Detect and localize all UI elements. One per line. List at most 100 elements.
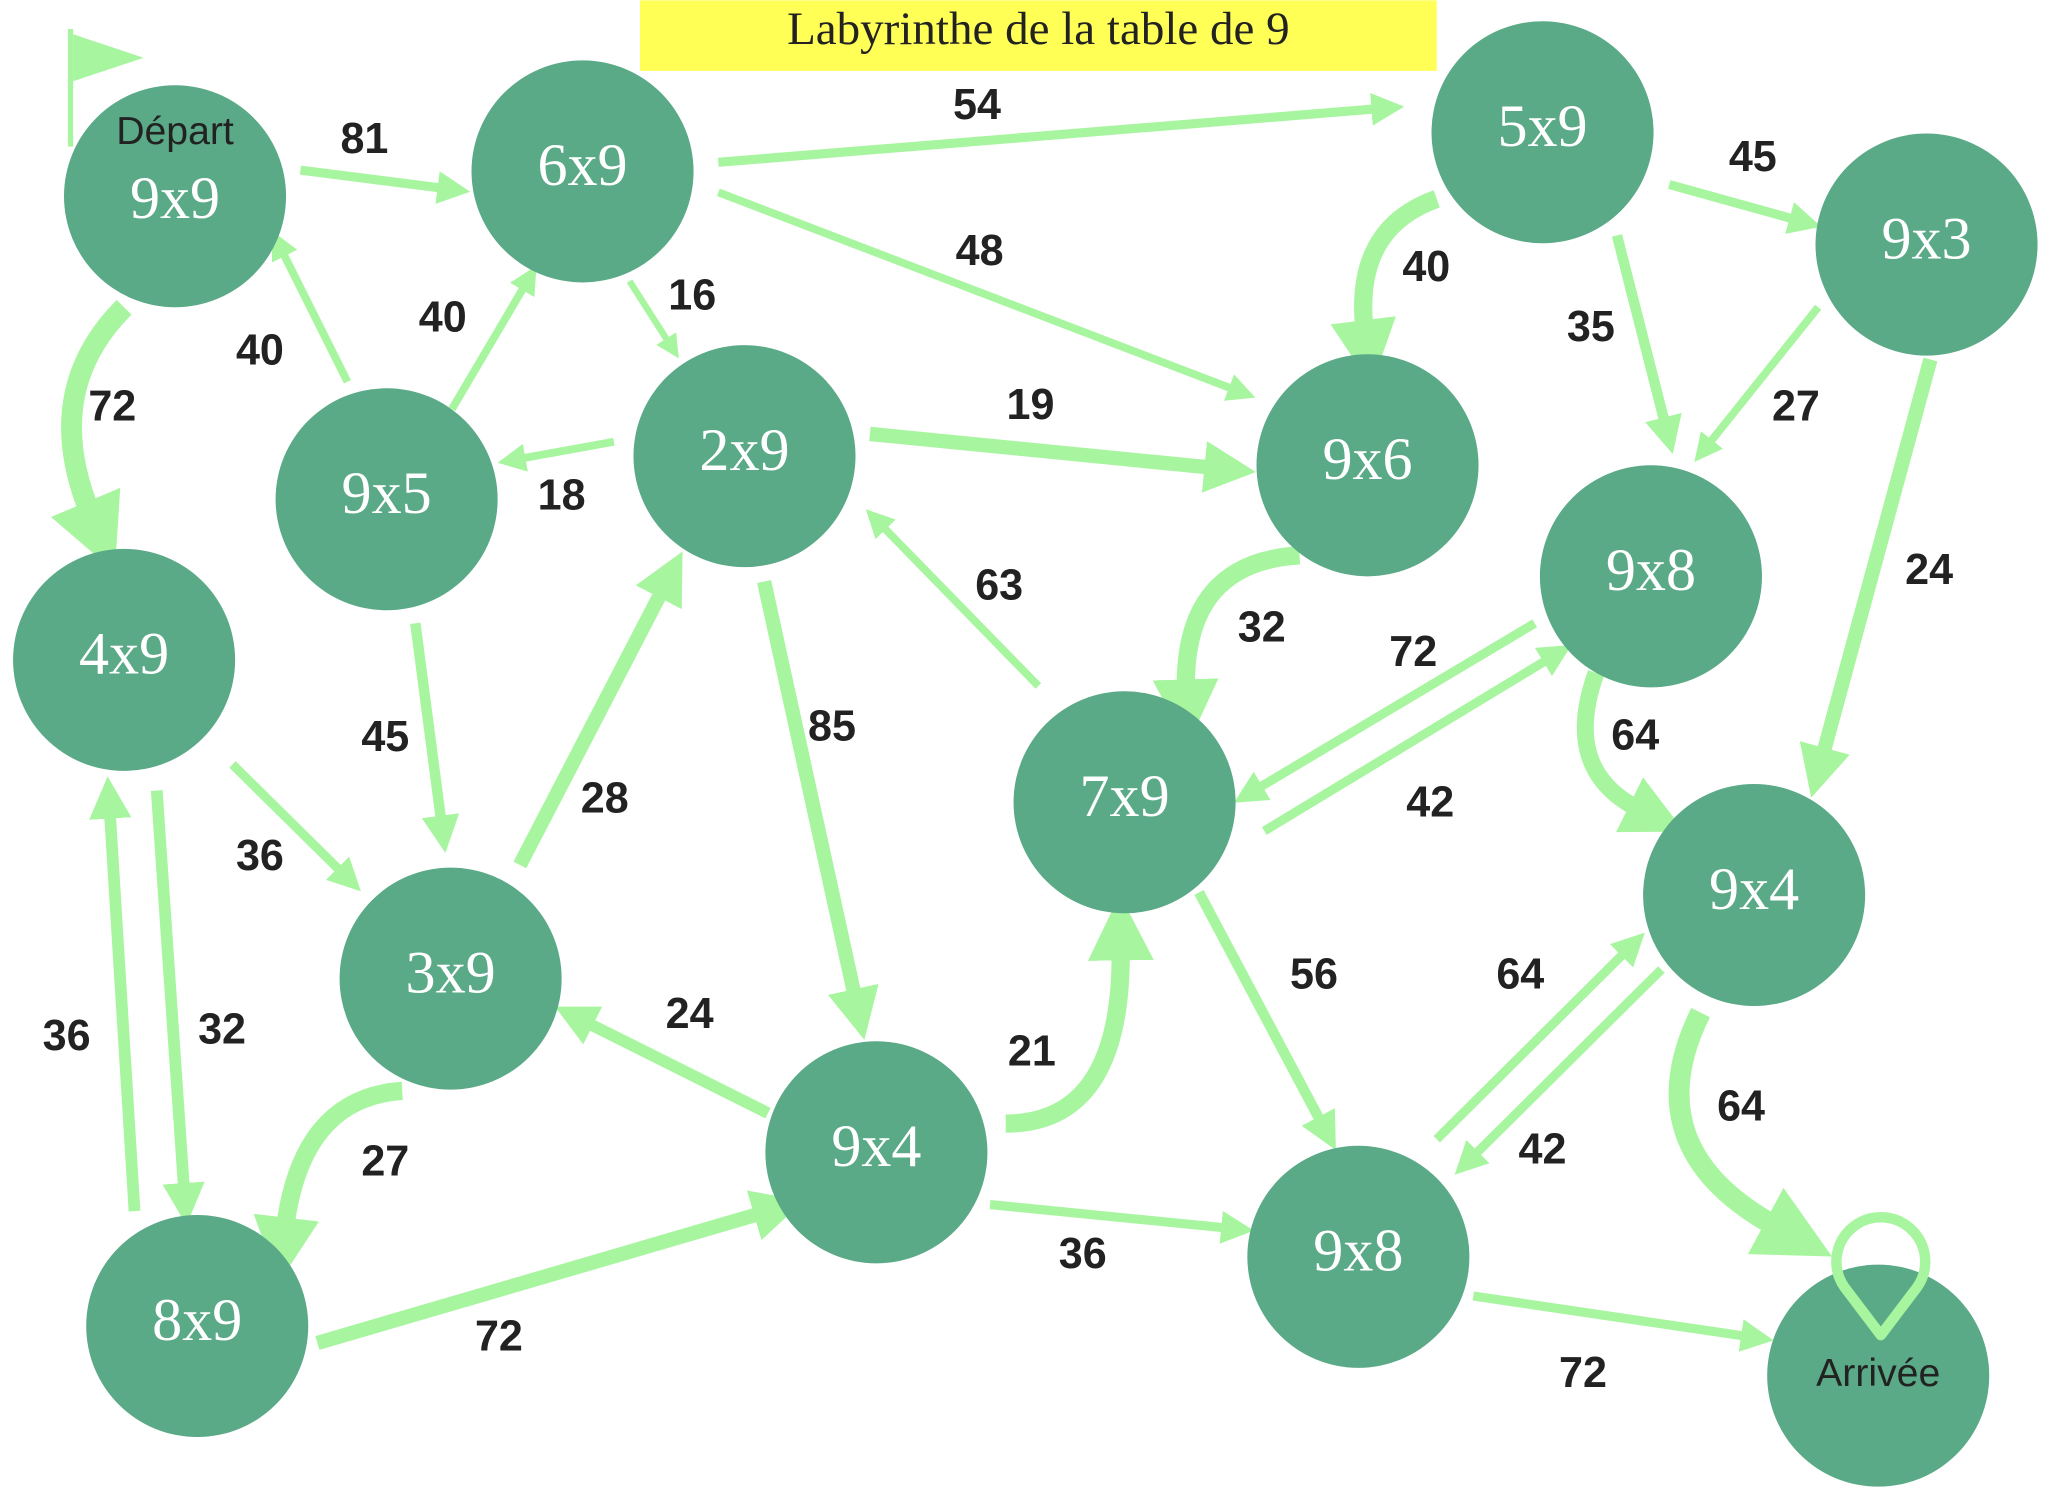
edge-label: 24 bbox=[1905, 546, 1953, 594]
edge-label: 64 bbox=[1717, 1083, 1765, 1131]
edge-label: 42 bbox=[1519, 1126, 1567, 1174]
edge-label: 19 bbox=[1007, 381, 1055, 429]
edge-label: 40 bbox=[1402, 243, 1450, 291]
arrow bbox=[1433, 932, 1645, 1143]
edge-label: 85 bbox=[808, 703, 856, 751]
edge-label: 35 bbox=[1567, 303, 1615, 351]
arrow bbox=[497, 437, 615, 472]
node-label: 9x3 bbox=[1881, 204, 1971, 271]
arrow bbox=[1454, 966, 1665, 1175]
node bbox=[1256, 354, 1479, 577]
edge-label: 45 bbox=[361, 713, 409, 761]
node bbox=[1431, 21, 1654, 244]
arrow bbox=[50, 299, 132, 572]
arrow bbox=[1576, 670, 1685, 833]
edge-label: 36 bbox=[1059, 1230, 1107, 1278]
arrow bbox=[757, 580, 879, 1040]
arrow bbox=[315, 1190, 804, 1350]
arrow bbox=[1668, 1007, 1832, 1257]
node-label: 8x9 bbox=[152, 1286, 242, 1353]
edge-label: 40 bbox=[236, 326, 284, 374]
node bbox=[765, 1041, 988, 1264]
node bbox=[275, 388, 498, 611]
node-label: 7x9 bbox=[1080, 762, 1170, 829]
title: Labyrinthe de la table de 9 bbox=[787, 3, 1290, 55]
node bbox=[13, 548, 236, 771]
arrow bbox=[89, 776, 141, 1212]
edge-label: 63 bbox=[975, 561, 1023, 609]
edge-label: 48 bbox=[956, 227, 1004, 275]
arrow bbox=[716, 188, 1256, 401]
node bbox=[1767, 1264, 1990, 1487]
edge-label: 72 bbox=[1559, 1349, 1607, 1397]
edge-label: 27 bbox=[361, 1137, 409, 1185]
edge-label: 72 bbox=[475, 1312, 523, 1360]
node-label: 5x9 bbox=[1497, 92, 1587, 159]
arrow bbox=[626, 279, 679, 359]
arrow bbox=[229, 761, 361, 892]
title-box bbox=[640, 0, 1437, 71]
node bbox=[64, 85, 287, 308]
edges: 81 54 48 16 40 40 18 19 72 45 40 35 27 24 45 28 85 63 32 72… bbox=[43, 81, 1953, 1397]
node-label: 2x9 bbox=[699, 416, 789, 483]
edge-label: 32 bbox=[1238, 603, 1286, 651]
node-label: 9x4 bbox=[831, 1112, 921, 1179]
node bbox=[1539, 465, 1762, 688]
edge-label: 27 bbox=[1772, 383, 1820, 431]
node-label: 3x9 bbox=[406, 938, 496, 1005]
arrow bbox=[1261, 644, 1572, 835]
finish-pin bbox=[1831, 1212, 1931, 1341]
start-flag bbox=[67, 29, 144, 147]
node bbox=[1247, 1145, 1470, 1368]
edge-label: 64 bbox=[1496, 951, 1544, 999]
node-label: 9x4 bbox=[1709, 855, 1799, 922]
node bbox=[339, 867, 562, 1090]
arrow bbox=[1152, 546, 1301, 746]
edge-label: 24 bbox=[666, 990, 714, 1038]
node bbox=[1815, 133, 2038, 356]
node-label: 4x9 bbox=[79, 620, 169, 687]
node bbox=[633, 345, 856, 568]
arrow bbox=[1005, 894, 1154, 1133]
arrow bbox=[1694, 304, 1822, 463]
node-label: 6x9 bbox=[537, 131, 627, 198]
nodes: Départ 9x9 6x9 5x9 9x3 4x9 9x5 2x9 9x6 9x8 7x9 9x4 3… bbox=[13, 21, 2038, 1487]
arrow bbox=[410, 622, 460, 854]
edge-label: 28 bbox=[581, 774, 629, 822]
edge-label: 36 bbox=[236, 832, 284, 880]
arrow bbox=[717, 92, 1405, 167]
edge-label: 18 bbox=[538, 471, 586, 519]
node bbox=[1643, 783, 1866, 1007]
node-label: 9x9 bbox=[130, 164, 220, 231]
node-label: 9x8 bbox=[1606, 536, 1696, 603]
arrow bbox=[1194, 889, 1336, 1151]
arrow bbox=[1611, 234, 1682, 454]
node-label: 9x5 bbox=[342, 459, 432, 526]
arrow bbox=[1472, 1291, 1774, 1352]
arrow bbox=[299, 165, 471, 204]
node-caption: Arrivée bbox=[1816, 1352, 1940, 1395]
node bbox=[1013, 691, 1236, 914]
arrow bbox=[1330, 190, 1440, 386]
edge-label: 42 bbox=[1406, 778, 1454, 826]
edge-label: 81 bbox=[340, 115, 388, 163]
edge-label: 16 bbox=[668, 272, 716, 320]
arrow bbox=[989, 1200, 1254, 1244]
arrow bbox=[150, 790, 205, 1226]
arrow bbox=[1667, 180, 1822, 234]
arrow bbox=[513, 551, 683, 869]
node bbox=[86, 1215, 309, 1438]
edge-label: 56 bbox=[1290, 951, 1338, 999]
edge-label: 40 bbox=[419, 294, 467, 342]
edge-label: 36 bbox=[43, 1012, 91, 1060]
edge-label: 64 bbox=[1611, 712, 1659, 760]
edge-label: 72 bbox=[1389, 628, 1437, 676]
edge-label: 72 bbox=[88, 383, 136, 431]
edge-label: 21 bbox=[1008, 1028, 1056, 1076]
arrow bbox=[554, 1006, 771, 1119]
arrow bbox=[272, 230, 351, 384]
edge-label: 54 bbox=[953, 81, 1001, 129]
arrow bbox=[1233, 619, 1538, 803]
